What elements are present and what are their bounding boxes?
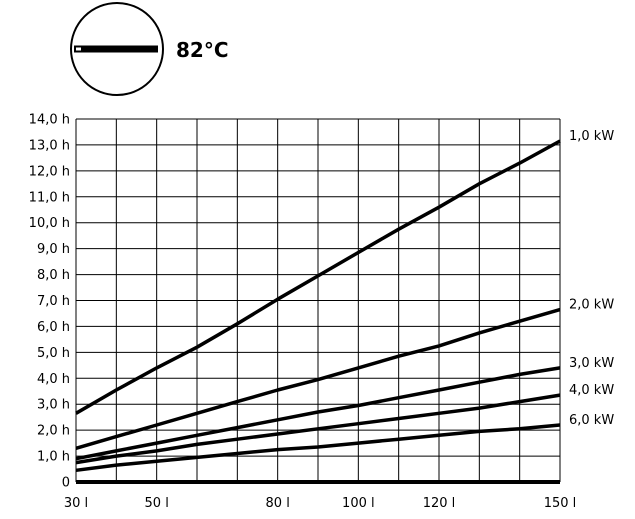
y-tick-label: 3,0 h: [37, 398, 70, 413]
y-tick-label: 10,0 h: [29, 216, 70, 231]
series-label-2: 3,0 kW: [569, 356, 614, 371]
x-tick-label: 50 l: [145, 496, 169, 511]
series-label-0: 1,0 kW: [569, 129, 614, 144]
chart-tick-labels: 0 1,0 h 2,0 h 3,0 h 4,0 h 5,0 h 6,0 h 7,0 h 8,0 …: [29, 113, 577, 512]
series-line-3: [75, 393, 561, 465]
series-label-3: 4,0 kW: [569, 383, 614, 398]
y-tick-label: 0: [62, 476, 70, 491]
x-tick-label: 80 l: [266, 496, 290, 511]
y-tick-label: 14,0 h: [29, 113, 70, 128]
dial-pointer: [74, 45, 158, 53]
series-label-1: 2,0 kW: [569, 298, 614, 313]
y-tick-label: 8,0 h: [37, 268, 70, 283]
dial-pointer-tip: [76, 47, 81, 51]
chart-series-labels: 1,0 kW 2,0 kW 3,0 kW 4,0 kW 6,0 kW: [569, 129, 614, 428]
series-line-2: [75, 366, 561, 461]
y-tick-label: 9,0 h: [37, 242, 70, 257]
chart-grid: [75, 118, 561, 484]
y-tick-label: 1,0 h: [37, 450, 70, 465]
y-tick-label: 13,0 h: [29, 138, 70, 153]
thermostat-dial-icon: [70, 2, 164, 96]
series-line-4: [75, 423, 561, 473]
y-tick-label: 7,0 h: [37, 294, 70, 309]
series-line-0: [75, 139, 561, 415]
y-tick-label: 5,0 h: [37, 346, 70, 361]
x-tick-label: 120 l: [423, 496, 456, 511]
temperature-label: 82°C: [176, 38, 229, 62]
x-tick-label: 100 l: [342, 496, 375, 511]
y-tick-label: 6,0 h: [37, 320, 70, 335]
x-tick-label: 150 l: [544, 496, 577, 511]
series-label-4: 6,0 kW: [569, 413, 614, 428]
y-tick-label: 2,0 h: [37, 424, 70, 439]
y-tick-label: 4,0 h: [37, 372, 70, 387]
y-tick-label: 12,0 h: [29, 164, 70, 179]
y-tick-label: 11,0 h: [29, 190, 70, 205]
chart-series: [75, 139, 561, 473]
series-line-1: [75, 307, 561, 450]
x-tick-label: 30 l: [64, 496, 88, 511]
